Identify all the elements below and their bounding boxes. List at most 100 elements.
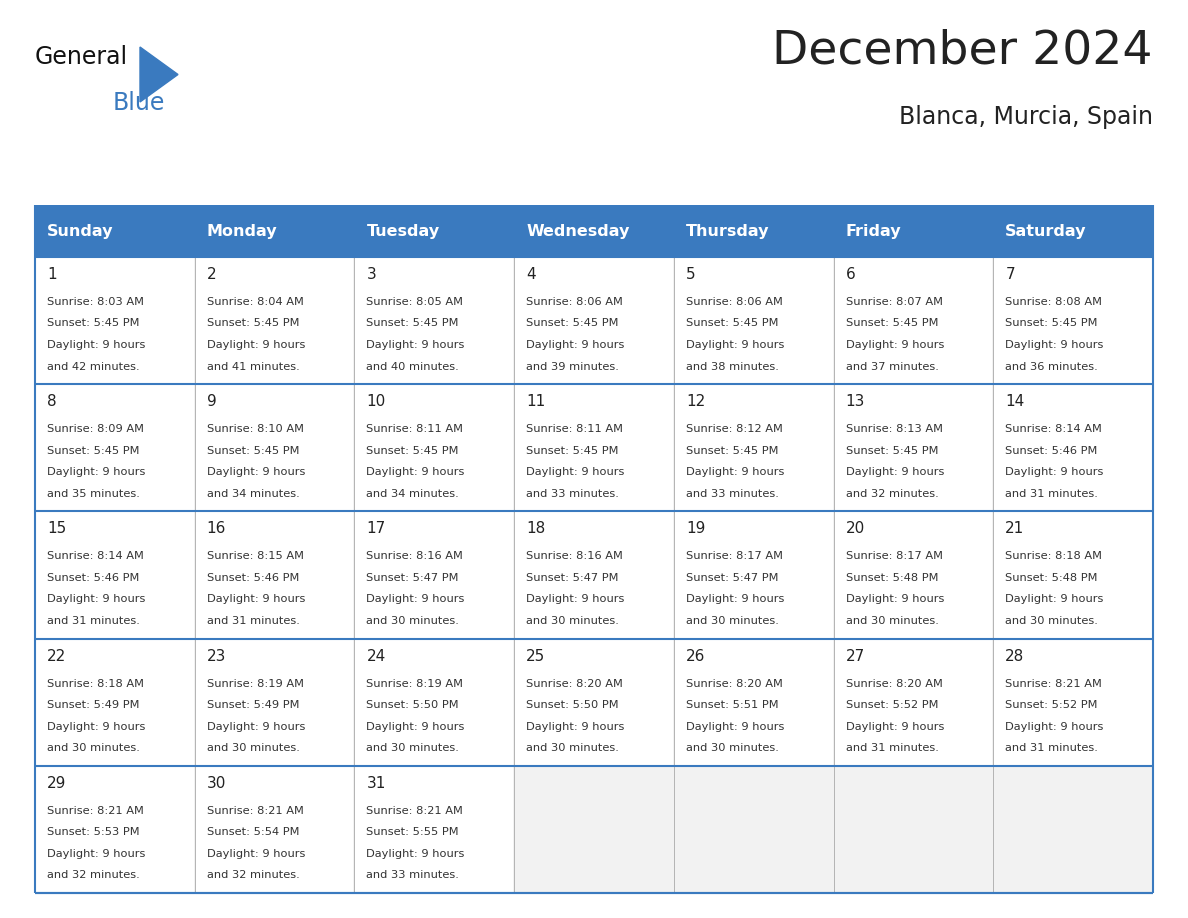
Text: Daylight: 9 hours: Daylight: 9 hours — [207, 467, 305, 477]
Text: Sunset: 5:45 PM: Sunset: 5:45 PM — [207, 319, 299, 329]
Text: and 30 minutes.: and 30 minutes. — [366, 743, 460, 753]
Text: and 33 minutes.: and 33 minutes. — [685, 488, 778, 498]
Text: Sunset: 5:46 PM: Sunset: 5:46 PM — [48, 573, 139, 583]
Bar — [34, 385, 1154, 511]
Text: and 30 minutes.: and 30 minutes. — [207, 743, 299, 753]
Text: 9: 9 — [207, 394, 216, 409]
Text: 26: 26 — [685, 649, 706, 664]
Text: and 38 minutes.: and 38 minutes. — [685, 362, 778, 372]
Text: and 33 minutes.: and 33 minutes. — [526, 488, 619, 498]
Text: Blanca, Murcia, Spain: Blanca, Murcia, Spain — [899, 105, 1154, 129]
Text: 20: 20 — [846, 521, 865, 536]
Text: and 42 minutes.: and 42 minutes. — [48, 362, 140, 372]
Text: Daylight: 9 hours: Daylight: 9 hours — [48, 340, 145, 350]
Text: Daylight: 9 hours: Daylight: 9 hours — [846, 340, 944, 350]
Text: Sunrise: 8:20 AM: Sunrise: 8:20 AM — [526, 678, 623, 688]
Bar — [675, 640, 833, 765]
Text: Sunset: 5:45 PM: Sunset: 5:45 PM — [685, 319, 778, 329]
Text: Thursday: Thursday — [685, 223, 770, 239]
Bar — [36, 767, 194, 892]
Text: 4: 4 — [526, 267, 536, 282]
Text: 2: 2 — [207, 267, 216, 282]
Text: 23: 23 — [207, 649, 226, 664]
Text: Daylight: 9 hours: Daylight: 9 hours — [685, 594, 784, 604]
Text: December 2024: December 2024 — [772, 28, 1154, 73]
Text: 11: 11 — [526, 394, 545, 409]
Text: 16: 16 — [207, 521, 226, 536]
Text: Daylight: 9 hours: Daylight: 9 hours — [366, 340, 465, 350]
Text: Sunrise: 8:09 AM: Sunrise: 8:09 AM — [48, 424, 144, 434]
Text: Sunset: 5:52 PM: Sunset: 5:52 PM — [846, 700, 939, 711]
Text: and 31 minutes.: and 31 minutes. — [48, 616, 140, 626]
Text: Sunset: 5:45 PM: Sunset: 5:45 PM — [526, 319, 619, 329]
Bar — [36, 258, 194, 383]
Bar — [675, 512, 833, 638]
Text: and 34 minutes.: and 34 minutes. — [207, 488, 299, 498]
Text: Sunset: 5:45 PM: Sunset: 5:45 PM — [366, 319, 459, 329]
Text: Daylight: 9 hours: Daylight: 9 hours — [1005, 594, 1104, 604]
Bar — [34, 205, 1154, 257]
Text: 19: 19 — [685, 521, 706, 536]
Text: and 40 minutes.: and 40 minutes. — [366, 362, 460, 372]
Text: Tuesday: Tuesday — [366, 223, 440, 239]
Text: and 41 minutes.: and 41 minutes. — [207, 362, 299, 372]
Text: and 31 minutes.: and 31 minutes. — [207, 616, 299, 626]
Bar — [36, 512, 194, 638]
Bar — [34, 511, 1154, 639]
Text: Sunset: 5:47 PM: Sunset: 5:47 PM — [366, 573, 459, 583]
Text: Sunday: Sunday — [48, 223, 114, 239]
Text: Sunset: 5:50 PM: Sunset: 5:50 PM — [366, 700, 459, 711]
Text: Sunrise: 8:06 AM: Sunrise: 8:06 AM — [685, 297, 783, 307]
Text: Sunrise: 8:21 AM: Sunrise: 8:21 AM — [1005, 678, 1102, 688]
Bar — [355, 258, 513, 383]
Text: Daylight: 9 hours: Daylight: 9 hours — [526, 340, 625, 350]
Text: Sunset: 5:45 PM: Sunset: 5:45 PM — [526, 446, 619, 455]
Text: Sunrise: 8:05 AM: Sunrise: 8:05 AM — [366, 297, 463, 307]
Text: Sunrise: 8:19 AM: Sunrise: 8:19 AM — [207, 678, 304, 688]
Bar — [994, 386, 1152, 510]
Bar — [196, 512, 353, 638]
Text: and 33 minutes.: and 33 minutes. — [366, 870, 460, 880]
Text: Saturday: Saturday — [1005, 223, 1087, 239]
Text: Sunset: 5:45 PM: Sunset: 5:45 PM — [846, 319, 939, 329]
Text: 13: 13 — [846, 394, 865, 409]
Text: and 32 minutes.: and 32 minutes. — [846, 488, 939, 498]
Text: Sunrise: 8:18 AM: Sunrise: 8:18 AM — [1005, 552, 1102, 562]
Text: and 39 minutes.: and 39 minutes. — [526, 362, 619, 372]
Text: 24: 24 — [366, 649, 386, 664]
Text: 3: 3 — [366, 267, 377, 282]
Text: Sunset: 5:48 PM: Sunset: 5:48 PM — [846, 573, 939, 583]
Bar — [835, 258, 992, 383]
Text: 6: 6 — [846, 267, 855, 282]
Text: Sunrise: 8:18 AM: Sunrise: 8:18 AM — [48, 678, 144, 688]
Text: Sunrise: 8:21 AM: Sunrise: 8:21 AM — [207, 806, 304, 816]
Text: and 30 minutes.: and 30 minutes. — [526, 743, 619, 753]
Text: 10: 10 — [366, 394, 386, 409]
Text: Sunset: 5:47 PM: Sunset: 5:47 PM — [685, 573, 778, 583]
Text: Sunset: 5:46 PM: Sunset: 5:46 PM — [207, 573, 299, 583]
Bar — [835, 386, 992, 510]
Text: 31: 31 — [366, 776, 386, 790]
Text: Sunset: 5:47 PM: Sunset: 5:47 PM — [526, 573, 619, 583]
Text: and 35 minutes.: and 35 minutes. — [48, 488, 140, 498]
Text: Sunrise: 8:21 AM: Sunrise: 8:21 AM — [48, 806, 144, 816]
Text: Daylight: 9 hours: Daylight: 9 hours — [846, 467, 944, 477]
Text: Sunset: 5:53 PM: Sunset: 5:53 PM — [48, 827, 140, 837]
Text: Sunset: 5:46 PM: Sunset: 5:46 PM — [1005, 446, 1098, 455]
Text: Daylight: 9 hours: Daylight: 9 hours — [207, 340, 305, 350]
Bar — [34, 257, 1154, 385]
Text: Daylight: 9 hours: Daylight: 9 hours — [48, 594, 145, 604]
Bar — [34, 766, 1154, 893]
Text: and 30 minutes.: and 30 minutes. — [685, 743, 778, 753]
Text: 15: 15 — [48, 521, 67, 536]
Bar — [34, 639, 1154, 766]
Text: Sunrise: 8:11 AM: Sunrise: 8:11 AM — [366, 424, 463, 434]
Text: 12: 12 — [685, 394, 706, 409]
Text: 1: 1 — [48, 267, 57, 282]
Text: Sunrise: 8:16 AM: Sunrise: 8:16 AM — [366, 552, 463, 562]
Bar — [516, 258, 672, 383]
Polygon shape — [140, 47, 178, 102]
Text: Sunset: 5:54 PM: Sunset: 5:54 PM — [207, 827, 299, 837]
Text: Sunset: 5:49 PM: Sunset: 5:49 PM — [207, 700, 299, 711]
Bar — [196, 386, 353, 510]
